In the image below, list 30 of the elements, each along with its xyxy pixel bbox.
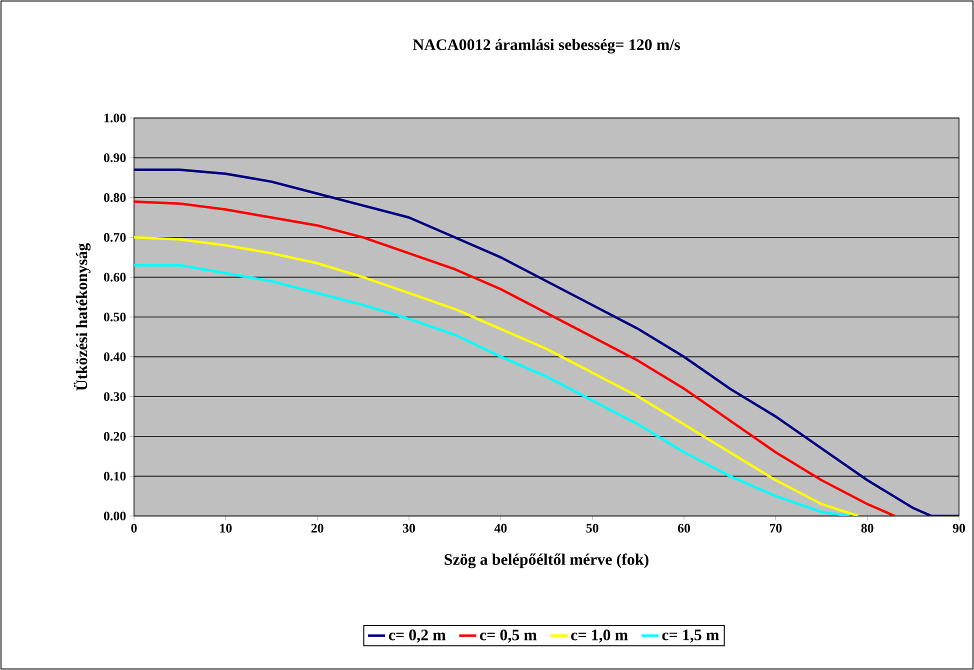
y-tick-label: 0.80	[104, 193, 126, 202]
y-axis-title: Ütközési hatékonyság	[74, 243, 91, 391]
legend-label: c= 0,5 m	[480, 630, 537, 643]
y-tick-label: 0.30	[104, 392, 126, 402]
x-tick-label: 40	[494, 524, 507, 533]
legend-label: c= 0,2 m	[388, 630, 446, 643]
line-series	[134, 168, 959, 516]
y-tick-label: 0.10	[104, 472, 126, 481]
y-tick-label: 0.90	[104, 153, 126, 162]
y-tick-label: 0.70	[104, 232, 126, 242]
y-tick-label: 0.00	[104, 512, 126, 520]
line-series	[134, 200, 896, 516]
legend-label: c= 1,0 m	[571, 630, 628, 643]
y-tick-label: 1.00	[104, 114, 126, 122]
x-tick-label: 0	[131, 524, 137, 533]
y-tick-label: 0.60	[104, 272, 126, 282]
chart-title: NACA0012 áramlási sebesség= 120 m/s	[412, 38, 680, 54]
x-tick-label: 60	[678, 524, 690, 533]
x-tick-label: 90	[952, 524, 966, 533]
legend-label: c= 1,5 m	[662, 630, 719, 643]
y-tick-label: 0.40	[104, 352, 126, 362]
x-tick-label: 80	[861, 524, 874, 533]
y-tick-label: 0.20	[104, 432, 126, 441]
x-tick-label: 70	[770, 524, 782, 533]
x-tick-label: 10	[220, 524, 232, 533]
x-tick-label: 30	[402, 524, 416, 533]
x-tick-label: 50	[586, 524, 598, 533]
x-axis-title: Szög a belépőéltől mérve (fok)	[444, 553, 648, 568]
x-tick-label: 20	[311, 524, 324, 533]
y-tick-label: 0.50	[104, 312, 126, 322]
